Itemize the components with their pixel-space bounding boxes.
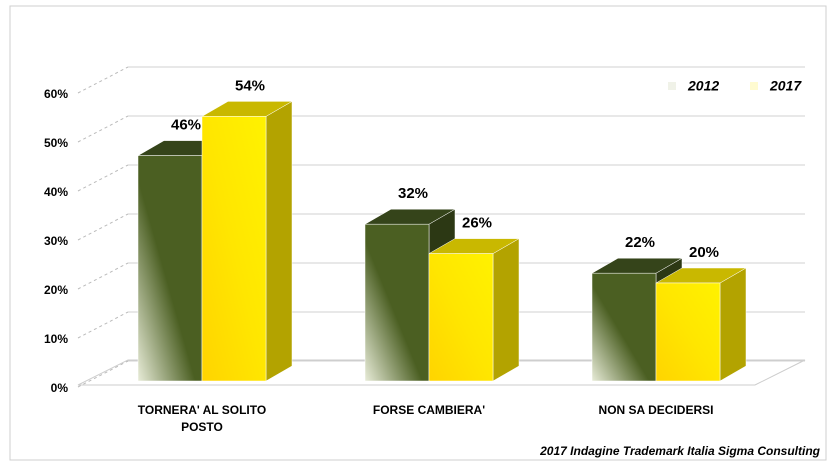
x-tick-label: POSTO <box>181 420 223 434</box>
bar <box>137 155 203 382</box>
data-label: 46% <box>171 117 201 134</box>
data-label: 26% <box>462 215 492 232</box>
legend-label: 2012 <box>687 78 719 94</box>
x-tick-label: NON SA DECIDERSI <box>599 403 714 417</box>
chart-frame <box>9 5 827 461</box>
floor <box>77 359 806 386</box>
y-tick-label: 0% <box>51 381 69 395</box>
y-tick-label: 40% <box>44 185 68 199</box>
data-label: 20% <box>689 244 719 261</box>
y-tick-label: 10% <box>44 332 68 346</box>
bar-side <box>719 267 747 382</box>
legend-swatch <box>750 82 758 90</box>
grid-diagonal <box>77 213 129 241</box>
grid-diagonal <box>77 262 129 290</box>
legend-label: 2017 <box>769 78 802 94</box>
data-label: 54% <box>235 77 265 94</box>
bar <box>655 282 721 382</box>
y-tick-label: 20% <box>44 283 68 297</box>
bar <box>364 223 430 382</box>
data-label: 22% <box>625 234 655 251</box>
y-tick-label: 60% <box>44 87 68 101</box>
grid-diagonal <box>77 66 129 94</box>
grid-diagonal <box>77 164 129 192</box>
bar-side <box>265 100 293 382</box>
bar <box>591 272 657 382</box>
x-tick-label: FORSE CAMBIERA' <box>373 403 485 417</box>
data-label: 32% <box>398 185 428 202</box>
y-tick-label: 50% <box>44 136 68 150</box>
legend-swatch <box>668 82 676 90</box>
bar-side <box>492 238 520 382</box>
source-note: 2017 Indagine Trademark Italia Sigma Con… <box>539 444 821 458</box>
bar <box>428 253 494 382</box>
x-tick-label: TORNERA' AL SOLITO <box>138 403 266 417</box>
bar <box>201 116 267 382</box>
grid-diagonal <box>77 360 129 388</box>
grid-diagonal <box>77 115 129 143</box>
grid-diagonal <box>77 311 129 339</box>
y-tick-label: 30% <box>44 234 68 248</box>
